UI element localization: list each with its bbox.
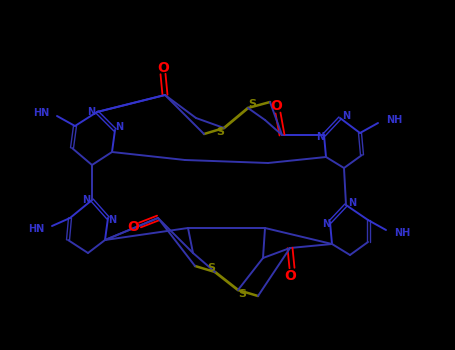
Text: NH: NH: [394, 228, 410, 238]
Text: S: S: [207, 263, 215, 273]
Text: S: S: [248, 99, 256, 109]
Text: O: O: [284, 269, 296, 283]
Text: NH: NH: [386, 115, 402, 125]
Text: HN: HN: [33, 108, 49, 118]
Text: O: O: [127, 220, 139, 234]
Text: S: S: [216, 127, 224, 137]
Text: O: O: [270, 99, 282, 113]
Text: N: N: [348, 198, 356, 208]
Text: N: N: [316, 132, 324, 142]
Text: N: N: [115, 122, 123, 132]
Text: N: N: [108, 215, 116, 225]
Text: S: S: [238, 289, 246, 299]
Text: N: N: [342, 111, 350, 121]
Text: O: O: [157, 61, 169, 75]
Text: N: N: [87, 107, 95, 117]
Text: N: N: [322, 219, 330, 229]
Text: HN: HN: [28, 224, 44, 234]
Text: N: N: [82, 195, 90, 205]
